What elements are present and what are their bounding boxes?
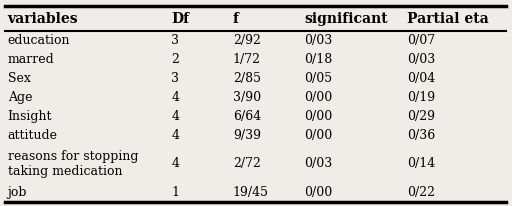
Text: 0/14: 0/14 [407,157,435,170]
Text: job: job [8,186,27,199]
Text: 2/72: 2/72 [233,157,261,170]
Text: Partial eta: Partial eta [407,12,488,26]
Text: 0/03: 0/03 [305,157,333,170]
Text: 0/18: 0/18 [305,53,333,66]
Text: Df: Df [172,12,189,26]
Text: 2: 2 [172,53,179,66]
Text: 0/00: 0/00 [305,129,333,142]
Text: 0/05: 0/05 [305,72,332,85]
Text: 0/19: 0/19 [407,91,435,104]
Text: 0/36: 0/36 [407,129,435,142]
Text: attitude: attitude [8,129,58,142]
Text: 1/72: 1/72 [233,53,261,66]
Text: 3/90: 3/90 [233,91,261,104]
Text: Age: Age [8,91,32,104]
Text: 0/22: 0/22 [407,186,435,199]
Text: significant: significant [305,12,388,26]
Text: 2/92: 2/92 [233,34,261,47]
Text: variables: variables [8,12,78,26]
Text: 0/29: 0/29 [407,110,435,123]
Text: 1: 1 [172,186,179,199]
Text: 9/39: 9/39 [233,129,261,142]
Text: 4: 4 [172,129,179,142]
Text: 3: 3 [172,72,179,85]
Text: 19/45: 19/45 [233,186,269,199]
Text: 0/04: 0/04 [407,72,435,85]
Text: 0/03: 0/03 [407,53,435,66]
Text: 4: 4 [172,110,179,123]
Text: 0/00: 0/00 [305,186,333,199]
Text: 4: 4 [172,91,179,104]
Text: 0/00: 0/00 [305,110,333,123]
Text: 6/64: 6/64 [233,110,261,123]
Text: reasons for stopping
taking medication: reasons for stopping taking medication [8,150,138,178]
Text: Sex: Sex [8,72,31,85]
Text: 0/03: 0/03 [305,34,333,47]
Text: education: education [8,34,70,47]
Text: 0/00: 0/00 [305,91,333,104]
Text: 2/85: 2/85 [233,72,261,85]
Text: f: f [233,12,239,26]
Text: Insight: Insight [8,110,52,123]
Text: 4: 4 [172,157,179,170]
Text: 3: 3 [172,34,179,47]
Text: marred: marred [8,53,54,66]
Text: 0/07: 0/07 [407,34,435,47]
